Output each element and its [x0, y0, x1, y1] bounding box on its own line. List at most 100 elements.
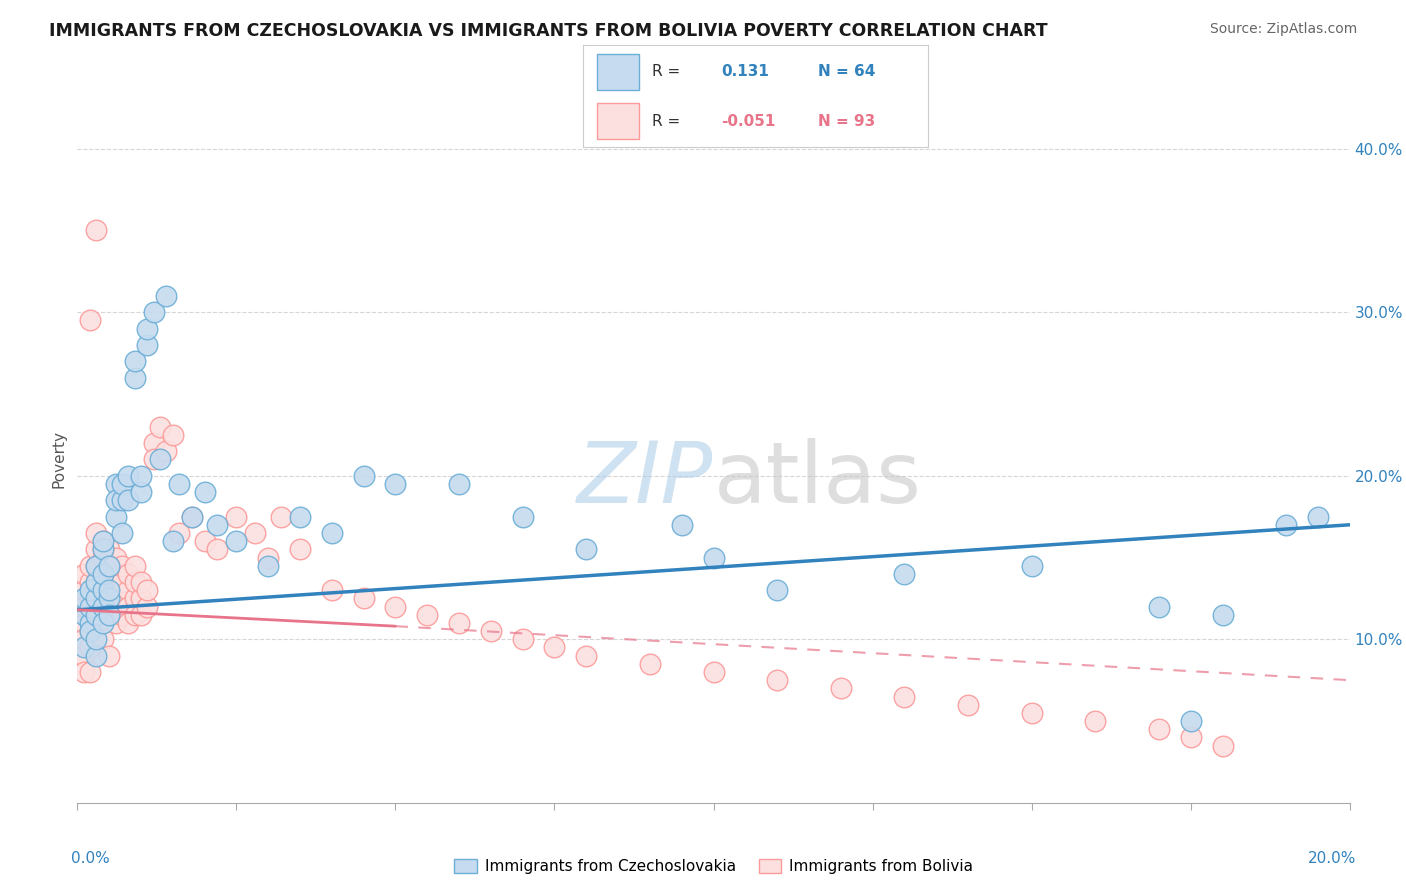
- Point: [79, 591, 101, 606]
- Point: [86, 591, 108, 606]
- Point: [136, 583, 159, 598]
- Point: [225, 534, 247, 549]
- Point: [91, 542, 114, 557]
- Point: [111, 591, 134, 606]
- Point: [207, 517, 229, 532]
- Point: [353, 468, 375, 483]
- Point: [91, 632, 114, 647]
- Point: [479, 624, 502, 639]
- Point: [124, 575, 146, 590]
- Point: [449, 477, 471, 491]
- Point: [257, 558, 280, 573]
- Point: [149, 419, 172, 434]
- Text: IMMIGRANTS FROM CZECHOSLOVAKIA VS IMMIGRANTS FROM BOLIVIA POVERTY CORRELATION CH: IMMIGRANTS FROM CZECHOSLOVAKIA VS IMMIGR…: [49, 22, 1047, 40]
- Point: [288, 542, 311, 557]
- Point: [91, 583, 114, 598]
- Point: [124, 354, 146, 368]
- Point: [671, 517, 693, 532]
- Point: [79, 599, 101, 614]
- Point: [117, 615, 139, 630]
- Point: [1275, 517, 1298, 532]
- Point: [91, 534, 114, 549]
- Point: [79, 665, 101, 679]
- Point: [1306, 509, 1329, 524]
- Point: [830, 681, 852, 696]
- Point: [104, 583, 127, 598]
- Point: [124, 558, 146, 573]
- Point: [86, 558, 108, 573]
- Point: [1021, 558, 1043, 573]
- Point: [73, 607, 96, 622]
- Point: [142, 452, 165, 467]
- Point: [129, 607, 152, 622]
- Point: [86, 575, 108, 590]
- Point: [86, 607, 108, 622]
- Point: [575, 648, 598, 663]
- Point: [245, 526, 267, 541]
- Point: [86, 632, 108, 647]
- Point: [79, 624, 101, 639]
- Point: [1021, 706, 1043, 720]
- Point: [104, 550, 127, 565]
- Point: [79, 640, 101, 655]
- Point: [207, 542, 229, 557]
- Point: [194, 485, 217, 500]
- Point: [86, 542, 108, 557]
- Point: [124, 607, 146, 622]
- Point: [117, 468, 139, 483]
- Point: [449, 615, 471, 630]
- Y-axis label: Poverty: Poverty: [51, 430, 66, 489]
- Point: [117, 583, 139, 598]
- Text: 0.0%: 0.0%: [70, 851, 110, 866]
- Point: [98, 648, 121, 663]
- Point: [79, 575, 101, 590]
- Bar: [598, 54, 638, 90]
- Text: R =: R =: [652, 113, 681, 128]
- Point: [111, 575, 134, 590]
- Point: [79, 313, 101, 327]
- Point: [91, 615, 114, 630]
- Point: [91, 583, 114, 598]
- Point: [86, 223, 108, 237]
- Point: [384, 599, 406, 614]
- Point: [91, 615, 114, 630]
- Point: [104, 493, 127, 508]
- Point: [321, 526, 343, 541]
- Point: [73, 583, 96, 598]
- Point: [73, 566, 96, 581]
- Point: [766, 583, 789, 598]
- Point: [104, 615, 127, 630]
- Point: [1212, 739, 1234, 753]
- Point: [353, 591, 375, 606]
- Point: [86, 591, 108, 606]
- Point: [1212, 607, 1234, 622]
- Point: [91, 599, 114, 614]
- Point: [91, 566, 114, 581]
- Point: [73, 648, 96, 663]
- Point: [957, 698, 980, 712]
- Point: [136, 338, 159, 352]
- Point: [117, 566, 139, 581]
- Legend: Immigrants from Czechoslovakia, Immigrants from Bolivia: Immigrants from Czechoslovakia, Immigran…: [454, 859, 973, 874]
- Point: [225, 509, 247, 524]
- Text: N = 93: N = 93: [818, 113, 875, 128]
- Text: R =: R =: [652, 64, 681, 79]
- Point: [155, 289, 177, 303]
- Point: [1180, 714, 1202, 728]
- Point: [136, 321, 159, 335]
- Point: [86, 526, 108, 541]
- Point: [91, 599, 114, 614]
- Point: [167, 526, 190, 541]
- Point: [703, 665, 725, 679]
- Point: [124, 370, 146, 384]
- Text: N = 64: N = 64: [818, 64, 875, 79]
- Point: [124, 591, 146, 606]
- Point: [194, 534, 217, 549]
- Text: atlas: atlas: [714, 439, 921, 522]
- Point: [104, 566, 127, 581]
- Point: [86, 607, 108, 622]
- Point: [270, 509, 292, 524]
- Point: [79, 558, 101, 573]
- Point: [111, 526, 134, 541]
- Point: [257, 550, 280, 565]
